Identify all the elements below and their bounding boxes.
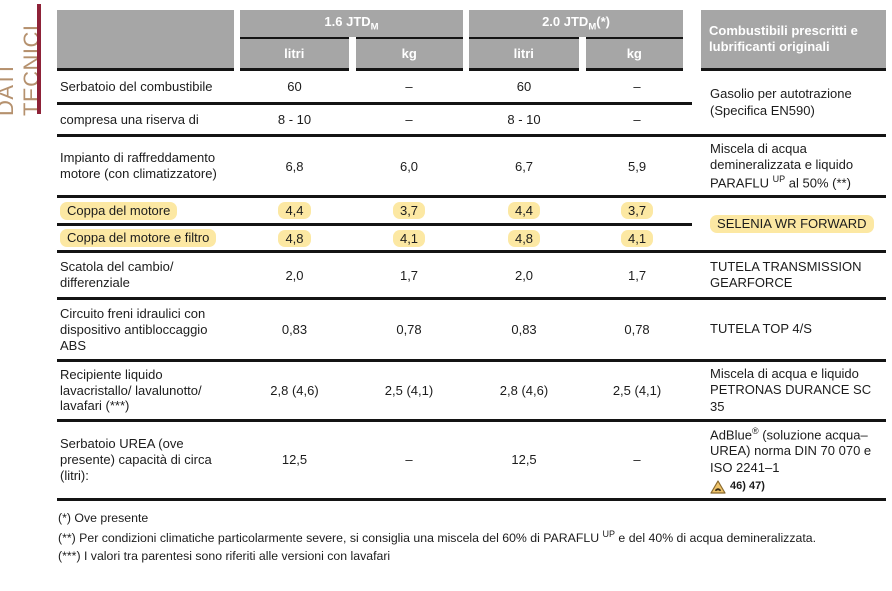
highlight-pill: Coppa del motore e filtro xyxy=(60,229,217,247)
footnote-line: (**) Per condizioni climatiche particola… xyxy=(58,528,816,545)
warning-triangle-icon xyxy=(710,480,726,494)
value-cell: 12,5 xyxy=(237,420,352,501)
row-label: Coppa del motore xyxy=(57,196,237,227)
value-cell: 0,78 xyxy=(582,298,693,363)
table-area: 1.6 JTDM 2.0 JTDM(*) Combustibili prescr… xyxy=(57,10,887,566)
value-cell: 3,7 xyxy=(582,196,693,227)
table-row-fuel-reserve: compresa una riserva di 8 - 10 – 8 - 10 … xyxy=(57,103,886,137)
value-cell: 60 xyxy=(237,69,352,105)
value-cell: 2,5 (4,1) xyxy=(352,360,467,422)
fluids-capacities-table: 1.6 JTDM 2.0 JTDM(*) Combustibili prescr… xyxy=(57,10,887,501)
value-cell: 4,1 xyxy=(582,224,693,254)
value-cell: 2,8 (4,6) xyxy=(237,360,352,422)
engine-header-2-0-jtdm: 2.0 JTDM(*) xyxy=(463,10,693,39)
value-cell: – xyxy=(352,420,467,501)
highlight-pill: SELENIA WR FORWARD xyxy=(710,214,874,234)
highlight-pill: 4,4 xyxy=(278,202,311,220)
value-cell: 0,83 xyxy=(237,298,352,363)
header-row-units: litri kg litri kg xyxy=(57,38,886,71)
unit-header-litri-1: litri xyxy=(234,38,352,71)
highlight-pill: 4,1 xyxy=(392,229,426,247)
warning-refs: 46) 47) xyxy=(710,480,884,494)
row-label: Recipiente liquido lavacristallo/ lavalu… xyxy=(57,360,237,422)
header-row-engines: 1.6 JTDM 2.0 JTDM(*) Combustibili prescr… xyxy=(57,10,887,71)
highlight-pill: 4,8 xyxy=(507,229,541,247)
row-label: compresa una riserva di xyxy=(57,103,237,137)
row-label: Serbatoio del combustibile xyxy=(57,69,237,105)
table-row-washer-reservoir: Recipiente liquido lavacristallo/ lavalu… xyxy=(57,360,887,422)
table-row-gearbox: Scatola del cambio/ differenziale 2,0 1,… xyxy=(57,251,887,301)
row-label: Impianto di raffreddamento motore (con c… xyxy=(57,135,237,199)
fluid-cell: TUTELA TRANSMISSION GEARFORCE xyxy=(692,251,887,301)
unit-header-kg-1: kg xyxy=(348,38,467,71)
value-cell: – xyxy=(582,420,693,501)
table-row-engine-sump-filter: Coppa del motore e filtro 4,8 4,1 4,8 4,… xyxy=(57,224,886,254)
value-cell: – xyxy=(582,103,693,137)
paraflu-up-superscript: UP xyxy=(772,173,786,184)
chapter-rule xyxy=(37,4,41,114)
table-row-urea-tank: Serbatoio UREA (ove presente) capacità d… xyxy=(57,420,887,501)
value-cell: – xyxy=(582,69,693,105)
fluid-cell: SELENIA WR FORWARD xyxy=(692,196,887,254)
value-cell: 60 xyxy=(466,69,583,105)
fluids-header: Combustibili prescritti e lubrificanti o… xyxy=(683,10,887,71)
highlight-pill: 4,8 xyxy=(278,229,311,247)
row-label: Coppa del motore e filtro xyxy=(57,224,237,254)
warning-ref-numbers: 46) 47) xyxy=(730,480,765,493)
table-row-engine-sump: Coppa del motore 4,4 3,7 4,4 3,7 SELENIA… xyxy=(57,196,887,254)
highlight-pill: Coppa del motore xyxy=(60,201,178,220)
value-cell: 2,0 xyxy=(237,251,352,301)
value-cell: 12,5 xyxy=(466,420,583,501)
value-cell: 1,7 xyxy=(582,251,693,301)
fluid-cell: Miscela di acqua demineralizzata e liqui… xyxy=(692,135,887,199)
fluid-cell: AdBlue® (soluzione acqua–UREA) norma DIN… xyxy=(692,420,887,501)
footnotes: (*) Ove presente (**) Per condizioni cli… xyxy=(58,510,886,566)
table-row-cooling-system: Impianto di raffreddamento motore (con c… xyxy=(57,135,887,199)
value-cell: 3,7 xyxy=(352,196,467,227)
value-cell: 4,4 xyxy=(466,196,583,227)
value-cell: 0,78 xyxy=(352,298,467,363)
row-label: Scatola del cambio/ differenziale xyxy=(57,251,237,301)
unit-header-litri-2: litri xyxy=(463,38,583,71)
paraflu-up-superscript: UP xyxy=(602,528,616,539)
value-cell: 6,7 xyxy=(466,135,583,199)
value-cell: 4,8 xyxy=(237,224,352,254)
value-cell: – xyxy=(352,103,467,137)
highlight-pill: 3,7 xyxy=(392,202,426,220)
value-cell: 8 - 10 xyxy=(237,103,352,137)
fluid-cell: Miscela di acqua e liquido PETRONAS DURA… xyxy=(692,360,887,422)
highlight-pill: 4,1 xyxy=(620,229,654,247)
value-cell: 6,8 xyxy=(237,135,352,199)
footnote-line: (***) I valori tra parentesi sono riferi… xyxy=(58,548,391,563)
value-cell: 4,1 xyxy=(352,224,467,254)
footnote-line: (*) Ove presente xyxy=(58,510,149,525)
value-cell: 4,8 xyxy=(466,224,583,254)
value-cell: 5,9 xyxy=(582,135,693,199)
value-cell: 2,8 (4,6) xyxy=(466,360,583,422)
table-row-brake-circuit: Circuito freni idraulici con dispositivo… xyxy=(57,298,887,363)
value-cell: 0,83 xyxy=(466,298,583,363)
value-cell: 8 - 10 xyxy=(466,103,583,137)
fluid-cell: TUTELA TOP 4/S xyxy=(692,298,887,363)
highlight-pill: 4,4 xyxy=(507,202,541,220)
row-label: Circuito freni idraulici con dispositivo… xyxy=(57,298,237,363)
chapter-title: DATI TECNICI xyxy=(0,24,44,117)
engine-header-1-6-jtdm: 1.6 JTDM xyxy=(237,10,467,39)
unit-header-kg-2: kg xyxy=(578,38,693,71)
fluid-cell: Gasolio per autotrazione (Specifica EN59… xyxy=(692,69,887,137)
value-cell: 2,0 xyxy=(466,251,583,301)
corner-header xyxy=(57,10,240,71)
adblue-text: AdBlue® (soluzione acqua–UREA) norma DIN… xyxy=(710,425,872,475)
value-cell: 2,5 (4,1) xyxy=(582,360,693,422)
row-label: Serbatoio UREA (ove presente) capacità d… xyxy=(57,420,237,501)
value-cell: – xyxy=(352,69,467,105)
value-cell: 4,4 xyxy=(237,196,352,227)
table-row-fuel-tank: Serbatoio del combustibile 60 – 60 – Gas… xyxy=(57,69,887,137)
highlight-pill: 3,7 xyxy=(620,202,654,220)
registered-trademark-superscript: ® xyxy=(751,425,759,436)
value-cell: 6,0 xyxy=(352,135,467,199)
value-cell: 1,7 xyxy=(352,251,467,301)
